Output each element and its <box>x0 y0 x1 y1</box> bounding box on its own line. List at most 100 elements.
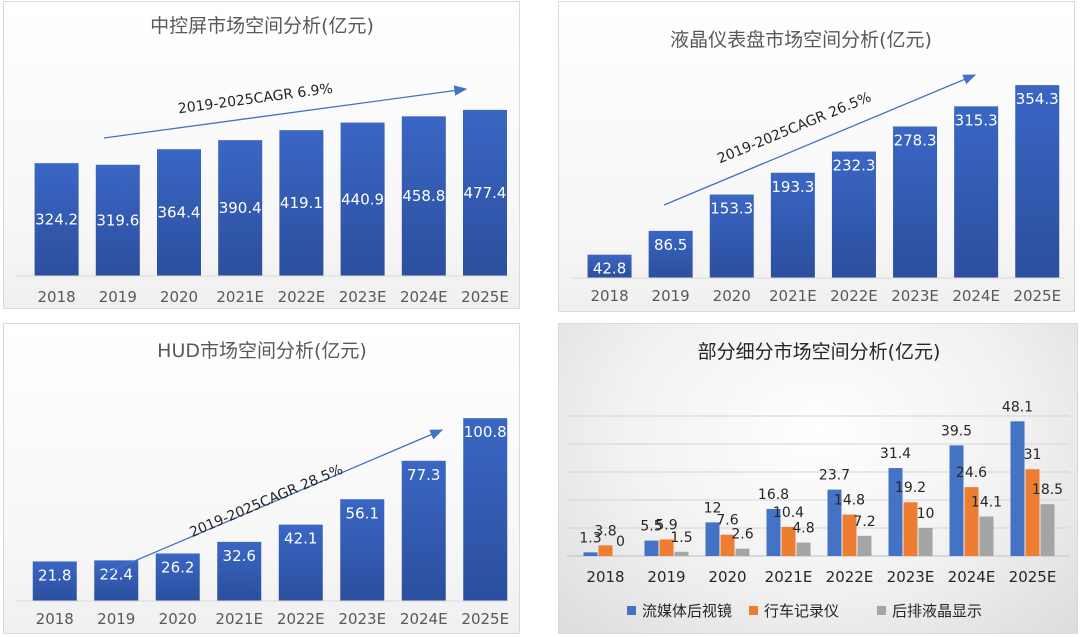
data-label: 390.4 <box>219 199 262 217</box>
legend-swatch <box>877 606 886 615</box>
x-tick-label: 2020 <box>708 568 746 586</box>
legend-swatch <box>749 606 758 615</box>
data-label: 31.4 <box>880 446 911 462</box>
chart-title: 部分细分市场空间分析(亿元) <box>698 341 941 363</box>
data-label: 10 <box>917 506 935 522</box>
bar-streaming-mirror <box>1010 421 1025 556</box>
data-label: 153.3 <box>710 200 753 218</box>
data-label: 440.9 <box>341 190 384 208</box>
x-tick-label: 2019 <box>647 568 685 586</box>
bar <box>954 106 999 278</box>
chart-panel-lcd-instrument: 液晶仪表盘市场空间分析(亿元) 42.8 2018 86.5 2019 153.3 2020… <box>558 1 1075 312</box>
bar-streaming-mirror <box>949 445 964 556</box>
x-tick-label: 2022E <box>277 610 325 628</box>
bar <box>95 164 140 276</box>
x-tick-label: 2023E <box>338 610 386 628</box>
x-tick-label: 2025E <box>461 610 509 628</box>
bar <box>648 230 693 278</box>
data-label: 10.4 <box>773 505 804 521</box>
data-label: 477.4 <box>464 184 507 202</box>
x-tick-label: 2022E <box>830 287 878 305</box>
data-label: 16.8 <box>758 487 789 503</box>
legend-swatch <box>627 606 636 615</box>
grouped-bar-chart-segments: 部分细分市场空间分析(亿元) 1.33.80 2018 5.55.91.5 2019 12… <box>567 341 1069 620</box>
data-label: 5.5 <box>640 519 662 535</box>
data-label: 3.8 <box>594 523 616 539</box>
data-label: 21.8 <box>38 566 71 584</box>
data-label: 14.8 <box>834 493 865 509</box>
legend-label: 行车记录仪 <box>764 602 839 620</box>
data-label: 26.2 <box>161 558 194 576</box>
bar-chart-center-console: 中控屏市场空间分析(亿元) 324.2 2018 319.6 2019 364.4 2020… <box>16 15 509 306</box>
x-tick-label: 2025E <box>461 288 509 306</box>
x-tick-label: 2022E <box>278 288 326 306</box>
data-label: 458.8 <box>402 187 445 205</box>
bar <box>157 149 201 276</box>
bar <box>278 524 323 601</box>
data-label: 19.2 <box>895 480 926 496</box>
data-label: 319.6 <box>96 211 139 229</box>
data-label: 42.8 <box>593 260 626 278</box>
bar-dashcam <box>1025 469 1040 556</box>
bar <box>401 116 446 276</box>
chart-panel-hud: HUD市场空间分析(亿元) 21.8 2018 22.4 2019 26.2 2020 32.… <box>3 323 520 634</box>
data-label: 354.3 <box>1016 90 1059 108</box>
data-label: 31 <box>1024 447 1042 463</box>
data-label: 39.5 <box>941 423 972 439</box>
x-tick-label: 2019 <box>652 287 690 305</box>
x-tick-label: 2024E <box>400 288 448 306</box>
data-label: 7.6 <box>716 513 738 529</box>
bar <box>401 460 446 601</box>
bar-rear-display <box>1040 504 1055 556</box>
chart-panel-segments: 部分细分市场空间分析(亿元) 1.3 3.8 0 2018 5.5 5.9 1.5 2019 12… <box>558 323 1078 634</box>
x-tick-label: 2021E <box>215 610 263 628</box>
bar <box>217 541 262 601</box>
cagr-annotation: 2019-2025CAGR 6.9% <box>177 81 334 117</box>
bar-streaming-mirror <box>827 489 842 556</box>
bar <box>340 122 385 276</box>
bar-streaming-mirror <box>766 508 781 556</box>
data-label: 48.1 <box>1002 399 1033 415</box>
data-label: 1.5 <box>670 530 692 546</box>
data-label: 278.3 <box>894 131 937 149</box>
bar <box>770 172 815 278</box>
bar <box>279 130 324 276</box>
chart-title: HUD市场空间分析(亿元) <box>157 340 367 362</box>
trend-arrow <box>103 85 468 139</box>
bar-dashcam <box>903 502 918 556</box>
bar-dashcam <box>598 545 613 556</box>
chart-panel-center-console: 中控屏市场空间分析(亿元) 324.2 2018 319.6 2019 364.4 2020… <box>3 1 520 309</box>
bar-rear-display <box>796 542 811 556</box>
bar <box>218 140 263 276</box>
x-tick-label: 2024E <box>948 568 996 586</box>
bar-rear-display <box>674 551 689 556</box>
data-label: 7.2 <box>853 514 875 530</box>
bar <box>893 126 938 278</box>
x-tick-label: 2021E <box>216 288 264 306</box>
chart-title: 液晶仪表盘市场空间分析(亿元) <box>670 29 932 51</box>
bar-rear-display <box>735 548 750 556</box>
bar <box>587 254 632 278</box>
bar <box>463 418 508 601</box>
data-label: 56.1 <box>346 504 379 522</box>
data-label: 24.6 <box>956 465 987 481</box>
x-tick-label: 2020 <box>159 610 197 628</box>
x-tick-label: 2019 <box>97 610 135 628</box>
data-label: 18.5 <box>1032 482 1063 498</box>
bar <box>94 560 139 601</box>
data-label: 42.1 <box>284 530 317 548</box>
bar <box>463 109 507 276</box>
data-label: 32.6 <box>223 547 256 565</box>
bar-chart-hud: HUD市场空间分析(亿元) 21.8 2018 22.4 2019 26.2 2020 32.… <box>16 340 509 628</box>
legend-label: 后排液晶显示 <box>892 602 982 620</box>
data-label: 4.8 <box>792 521 814 537</box>
bar-chart-lcd-instrument: 液晶仪表盘市场空间分析(亿元) 42.8 2018 86.5 2019 153.3 2020… <box>571 29 1064 305</box>
x-tick-label: 2023E <box>887 568 935 586</box>
bar <box>709 194 754 278</box>
bar <box>831 151 876 278</box>
trend-arrow <box>663 74 977 206</box>
bar <box>1015 85 1060 278</box>
data-label: 23.7 <box>819 468 850 484</box>
x-tick-label: 2018 <box>36 610 74 628</box>
x-tick-label: 2022E <box>826 568 874 586</box>
